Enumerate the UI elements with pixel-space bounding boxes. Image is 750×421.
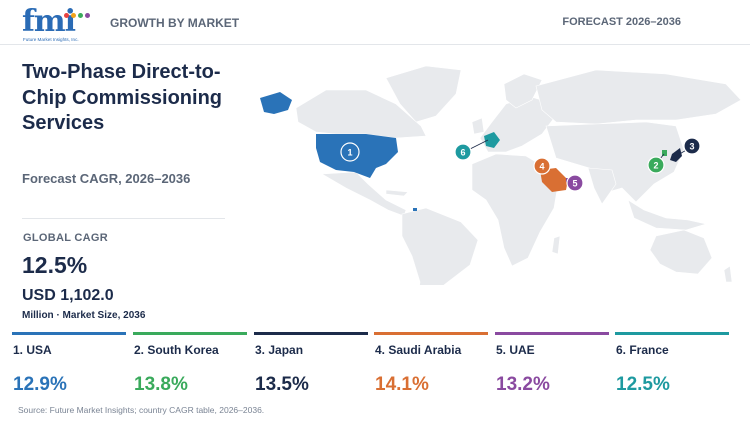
- scandinavia: [503, 73, 543, 109]
- marker-france-label: 6: [460, 148, 465, 158]
- country-cagr: 13.8%: [134, 374, 188, 395]
- marker-usa-circle: [340, 142, 360, 162]
- country-cards: 1. USA 12.9% 2. South Korea 13.8% 3. Jap…: [12, 332, 732, 402]
- asia: [545, 121, 685, 203]
- marker-uae-label: 5: [572, 179, 577, 189]
- divider: [22, 218, 225, 219]
- country-card-south-korea: 2. South Korea 13.8%: [133, 332, 247, 398]
- uk: [471, 117, 485, 135]
- southeast-asia: [627, 199, 708, 231]
- canada: [295, 89, 427, 139]
- russia: [535, 69, 742, 125]
- marker-saudi-arabia-label: 4: [539, 162, 544, 172]
- marker-usa: 1: [340, 142, 360, 162]
- section-label: GROWTH BY MARKET: [110, 16, 240, 30]
- marker-uae-circle: [566, 174, 584, 192]
- card-accent-bar: [374, 332, 488, 335]
- marker-japan: 3: [683, 137, 701, 155]
- country-card-france: 6. France 12.5%: [615, 332, 729, 398]
- japan-region: [670, 148, 682, 162]
- marker-south-korea-label: 2: [653, 161, 658, 171]
- forecast-period-label: FORECAST 2026–2036: [562, 16, 681, 28]
- marker-uae: 5: [566, 174, 584, 192]
- india: [587, 167, 617, 205]
- source-note: Source: Future Market Insights; country …: [18, 405, 265, 415]
- country-card-japan: 3. Japan 13.5%: [254, 332, 368, 398]
- country-name: 1. USA: [13, 343, 52, 357]
- france-region: [484, 132, 500, 148]
- country-card-usa: 1. USA 12.9%: [12, 332, 126, 398]
- alaska-region: [260, 92, 292, 114]
- australia: [649, 229, 713, 275]
- marker-south-korea: 2: [647, 156, 665, 174]
- report-subtitle: Forecast CAGR, 2026–2036: [22, 171, 191, 186]
- africa: [471, 153, 559, 267]
- country-cagr: 12.5%: [616, 374, 670, 395]
- country-card-uae: 5. UAE 13.2%: [495, 332, 609, 398]
- country-card-saudi-arabia: 4. Saudi Arabia 14.1%: [374, 332, 488, 398]
- global-cagr-label: GLOBAL CAGR: [23, 232, 108, 244]
- saudi-arabia-region: [540, 168, 568, 192]
- country-name: 4. Saudi Arabia: [375, 343, 462, 357]
- marker-france: 6: [454, 143, 472, 161]
- global-cagr-value: 12.5%: [22, 252, 88, 278]
- marker-japan-circle: [683, 137, 701, 155]
- marker-france-circle: [454, 143, 472, 161]
- card-accent-bar: [12, 332, 126, 335]
- market-size-value: USD 1,102.0: [22, 287, 114, 304]
- puerto-rico-region: [413, 208, 417, 211]
- top-bar: fmi Future Market Insights, Inc. GROWTH …: [0, 0, 750, 45]
- card-accent-bar: [495, 332, 609, 335]
- market-size-label: Million · Market Size, 2036: [22, 310, 146, 321]
- card-accent-bar: [133, 332, 247, 335]
- marker-usa-label: 1: [347, 148, 352, 158]
- caribbean: [385, 189, 409, 197]
- country-name: 5. UAE: [496, 343, 535, 357]
- country-cagr: 13.5%: [255, 374, 309, 395]
- madagascar: [551, 235, 561, 255]
- country-name: 6. France: [616, 343, 669, 357]
- report-title: Two-Phase Direct-to-Chip Commissioning S…: [22, 61, 222, 134]
- marker-saudi-arabia-circle: [533, 157, 551, 175]
- country-name: 2. South Korea: [134, 343, 219, 357]
- country-name: 3. Japan: [255, 343, 304, 357]
- logo-wordmark: fmi: [22, 4, 76, 39]
- logo-tagline: Future Market Insights, Inc.: [23, 37, 79, 42]
- fmi-logo[interactable]: fmi Future Market Insights, Inc.: [22, 7, 92, 45]
- new-zealand: [723, 265, 733, 283]
- card-accent-bar: [615, 332, 729, 335]
- card-accent-bar: [254, 332, 368, 335]
- logo-dots-icon: [64, 5, 92, 23]
- south-america: [401, 207, 479, 285]
- country-cagr: 12.9%: [13, 374, 67, 395]
- country-cagr: 14.1%: [375, 374, 429, 395]
- marker-south-korea-circle: [647, 156, 665, 174]
- marker-japan-label: 3: [689, 142, 694, 152]
- land-masses: [295, 65, 742, 285]
- world-map: 1 2 3 4 5 6: [260, 65, 742, 285]
- marker-saudi-arabia: 4: [533, 157, 551, 175]
- country-cagr: 13.2%: [496, 374, 550, 395]
- greenland: [385, 65, 462, 123]
